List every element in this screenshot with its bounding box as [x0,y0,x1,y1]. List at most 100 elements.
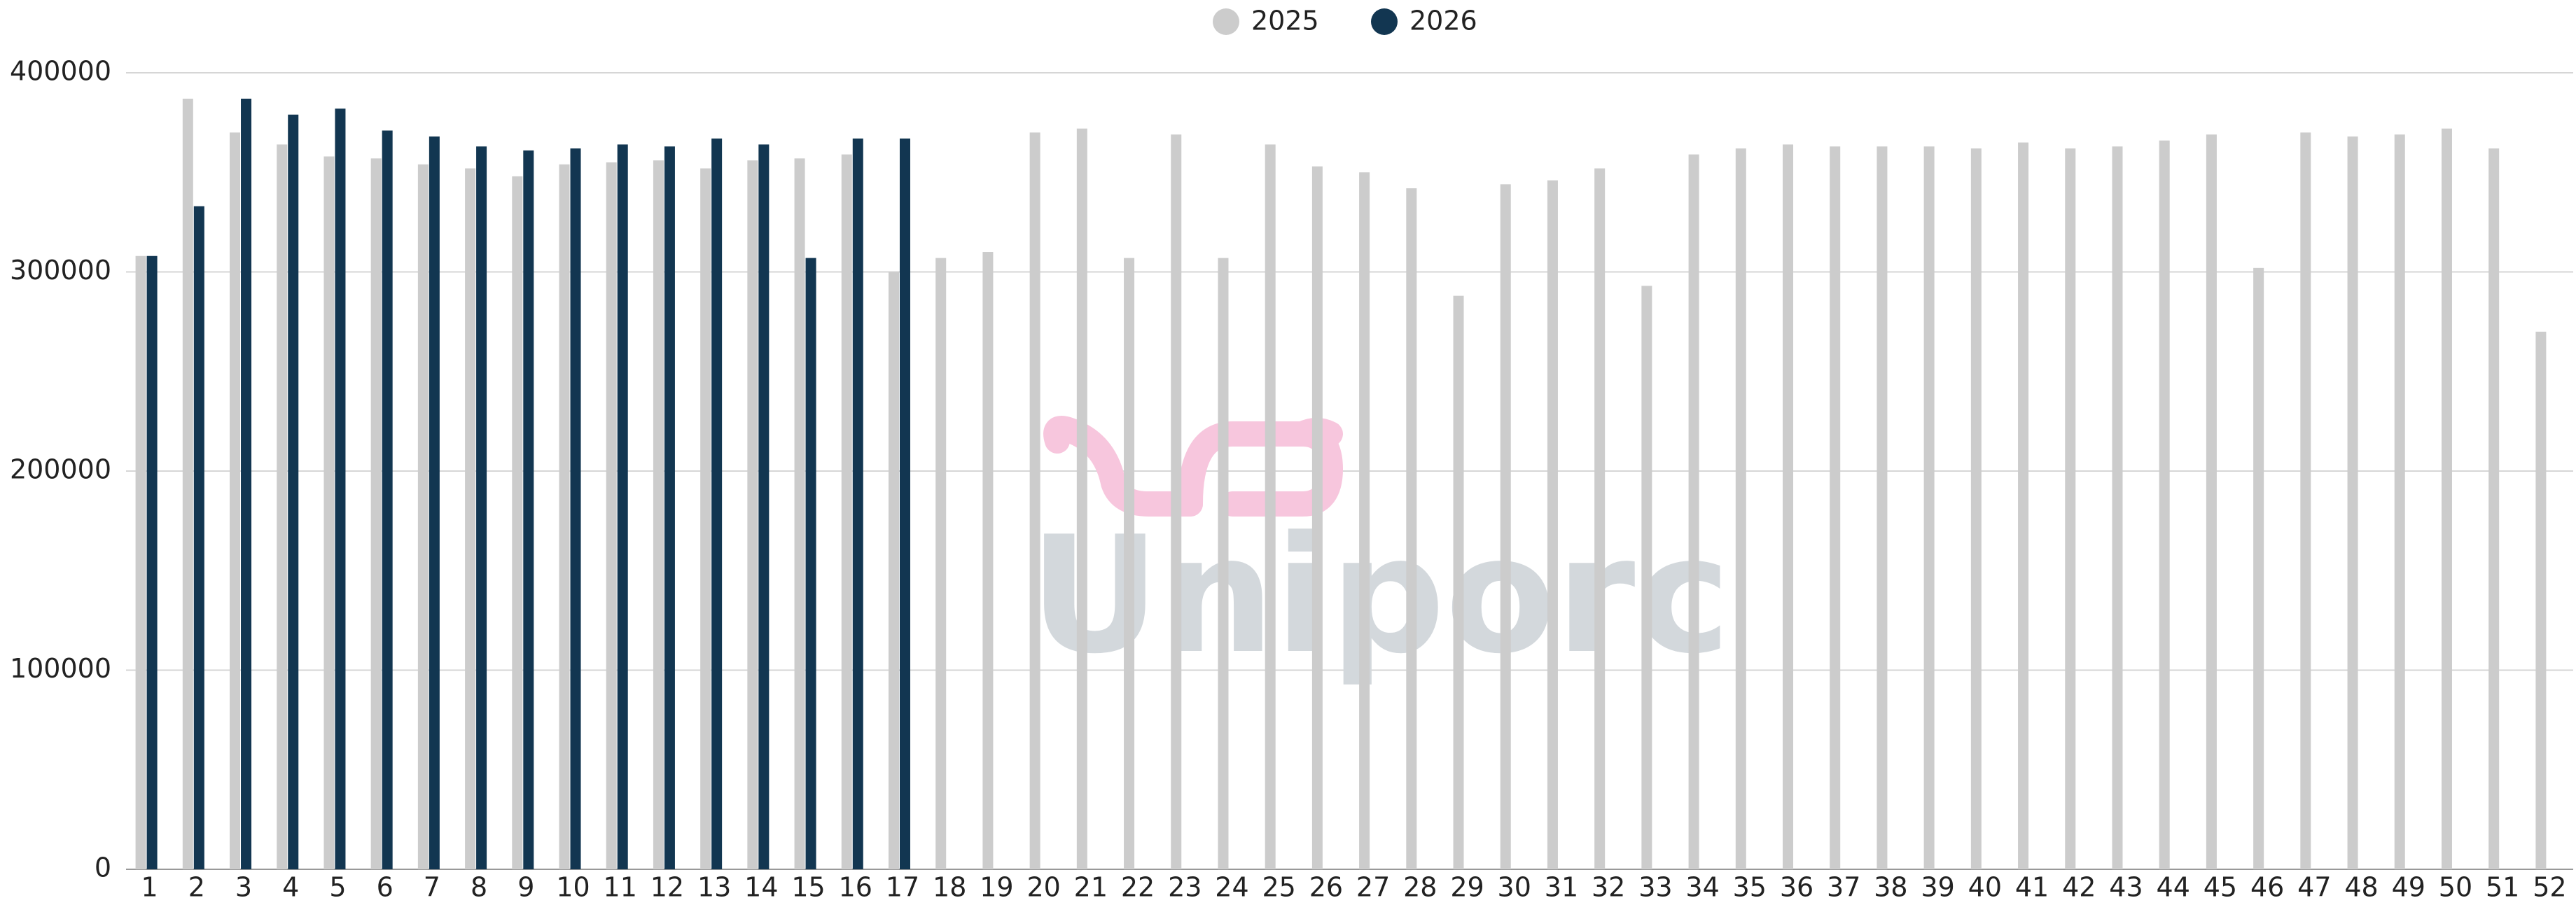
bar [2253,267,2264,869]
x-tick-label: 40 [1968,872,2002,903]
bar [653,160,664,869]
bar [559,164,570,869]
x-tick-label: 17 [886,872,919,903]
bar [1877,146,1888,869]
x-tick-label: 36 [1780,872,1813,903]
bar [1359,172,1370,869]
x-tick-label: 15 [791,872,825,903]
x-tick-label: 27 [1356,872,1390,903]
bar [700,168,711,869]
y-tick-label: 200000 [10,454,111,485]
bar [146,255,158,869]
bar [570,148,581,870]
bar [899,138,910,869]
x-tick-label: 47 [2297,872,2331,903]
bar [476,146,487,869]
bar [417,164,429,869]
x-tick-label: 50 [2439,872,2472,903]
bar [2065,148,2076,870]
x-tick-label: 6 [377,872,394,903]
bar [1783,144,1794,869]
x-tick-label: 25 [1262,872,1296,903]
bar [747,160,758,869]
legend-marker [1371,8,1398,35]
x-tick-label: 26 [1309,872,1343,903]
bar [841,154,852,869]
x-tick-label: 30 [1498,872,1531,903]
x-tick-label: 29 [1450,872,1484,903]
x-tick-label: 28 [1403,872,1437,903]
bar [758,144,770,869]
x-tick-label: 41 [2015,872,2049,903]
x-tick-label: 45 [2203,872,2237,903]
bar [2159,140,2170,870]
bar [193,206,204,869]
x-tick-label: 7 [424,872,440,903]
x-tick-label: 38 [1874,872,1907,903]
bar [794,158,805,869]
x-tick-label: 21 [1074,872,1108,903]
x-tick-label: 48 [2344,872,2378,903]
legend-label: 2026 [1409,6,1477,36]
x-tick-label: 49 [2392,872,2425,903]
bar [1124,258,1135,870]
bar [2441,128,2452,869]
bar [523,150,534,870]
bar [1265,144,1276,869]
x-tick-label: 1 [141,872,158,903]
x-tick-label: 32 [1592,872,1625,903]
bar [2018,142,2029,870]
x-tick-label: 43 [2109,872,2143,903]
bar [429,136,440,869]
x-tick-label: 44 [2157,872,2190,903]
bar [2112,146,2123,869]
bar [182,98,193,870]
x-tick-label: 31 [1545,872,1578,903]
x-tick-label: 24 [1215,872,1248,903]
x-tick-label: 10 [556,872,590,903]
bar [1218,258,1229,870]
bar [1311,166,1323,870]
x-tick-label: 8 [471,872,487,903]
bar [2206,134,2217,869]
legend-marker [1213,8,1239,35]
x-tick-label: 14 [744,872,778,903]
y-tick-label: 0 [95,853,111,883]
y-tick-label: 400000 [10,56,111,87]
x-tick-label: 33 [1638,872,1672,903]
x-tick-label: 52 [2533,872,2566,903]
watermark-logo [1043,416,1344,517]
x-tick-label: 16 [839,872,872,903]
bar [711,138,723,869]
bar [2488,148,2500,870]
x-tick-label: 51 [2486,872,2519,903]
x-tick-label: 18 [933,872,966,903]
bar [2535,331,2547,870]
watermark: Uniporc [1029,503,1731,689]
bar [805,258,816,870]
bar [1547,180,1558,869]
bar [1029,132,1040,870]
legend-label: 2025 [1251,6,1319,36]
bar [135,255,146,869]
bar [230,132,241,870]
bar [888,272,899,869]
x-tick-label: 39 [1921,872,1954,903]
bar [370,158,382,869]
x-tick-label: 13 [697,872,731,903]
bar [1970,148,1982,870]
x-tick-label: 11 [604,872,637,903]
bar [2394,134,2405,869]
bar [1171,134,1182,869]
bar [1641,286,1652,869]
bar [1076,128,1087,869]
x-tick-label: 5 [329,872,346,903]
x-tick-label: 22 [1121,872,1155,903]
bar [606,162,617,869]
bar [465,168,476,869]
bar [335,108,346,870]
bar [1735,148,1746,870]
bar [512,176,523,869]
bar [2347,136,2358,869]
